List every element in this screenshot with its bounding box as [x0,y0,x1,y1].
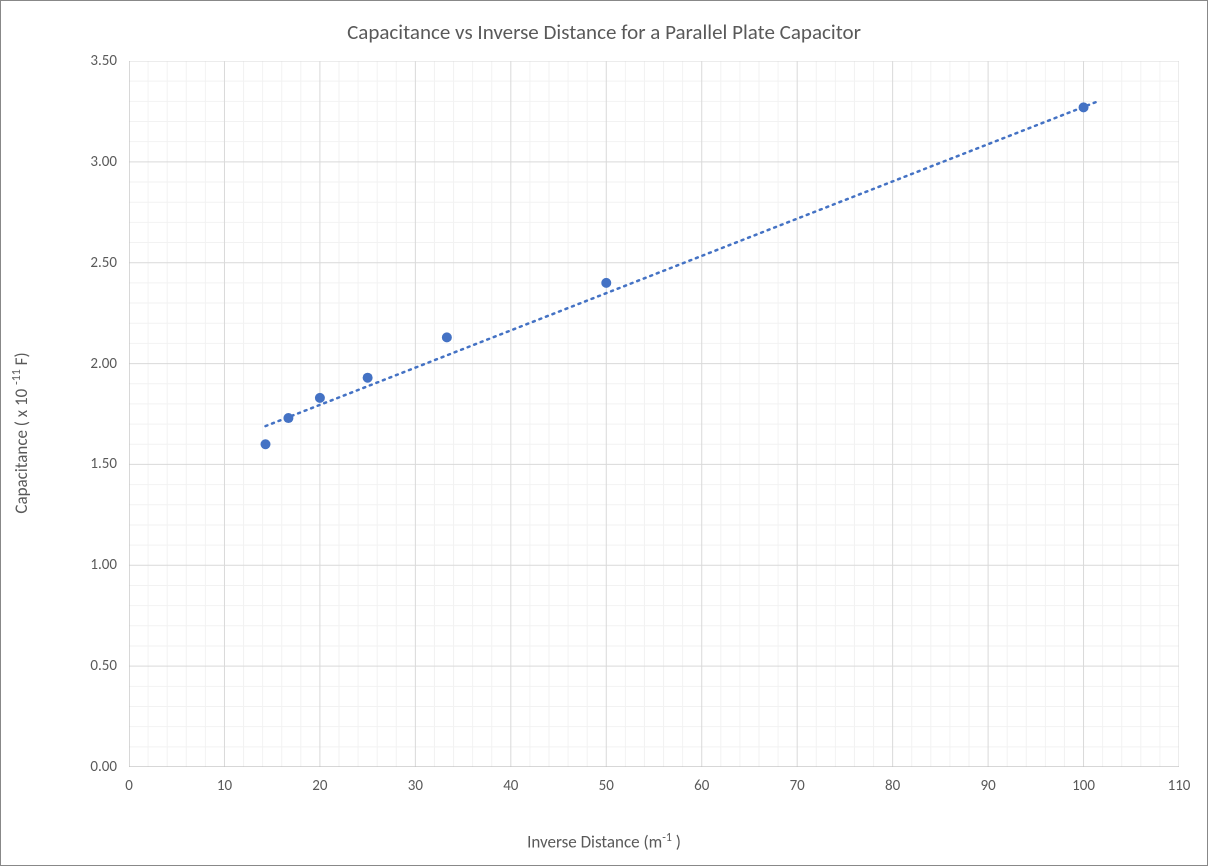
x-tick-label: 0 [125,777,133,795]
data-point [1079,102,1089,112]
chart-title: Capacitance vs Inverse Distance for a Pa… [1,1,1207,49]
chart-container: Capacitance vs Inverse Distance for a Pa… [0,0,1208,866]
y-tick-label: 3.00 [90,153,117,171]
trendline [266,101,1098,426]
y-tick-label: 0.50 [90,657,117,675]
x-tick-label: 90 [980,777,995,795]
x-axis-label: Inverse Distance (m-1 ) [527,831,681,853]
y-tick-label: 0.00 [90,758,117,776]
x-tick-label: 80 [885,777,900,795]
data-point [315,393,325,403]
y-tick-label: 3.50 [90,52,117,70]
x-tick-label: 60 [694,777,709,795]
y-tick-label: 1.50 [90,455,117,473]
x-tick-label: 100 [1072,777,1095,795]
x-tick-label: 70 [790,777,805,795]
x-tick-label: 10 [217,777,232,795]
x-tick-label: 110 [1168,777,1191,795]
y-tick-label: 1.00 [90,556,117,574]
y-axis-label: Capacitance ( x 10 -11 F) [10,352,32,513]
data-point [363,373,373,383]
plot-wrap: 01020304050607080901001100.000.501.001.5… [79,61,1185,795]
x-tick-label: 50 [599,777,614,795]
x-tick-label: 30 [408,777,423,795]
x-tick-label: 20 [312,777,327,795]
x-tick-label: 40 [503,777,518,795]
plot-area [129,61,1179,767]
data-point [261,439,271,449]
y-tick-label: 2.00 [90,355,117,373]
data-point [283,413,293,423]
y-tick-label: 2.50 [90,254,117,272]
data-point [601,278,611,288]
data-point [442,332,452,342]
